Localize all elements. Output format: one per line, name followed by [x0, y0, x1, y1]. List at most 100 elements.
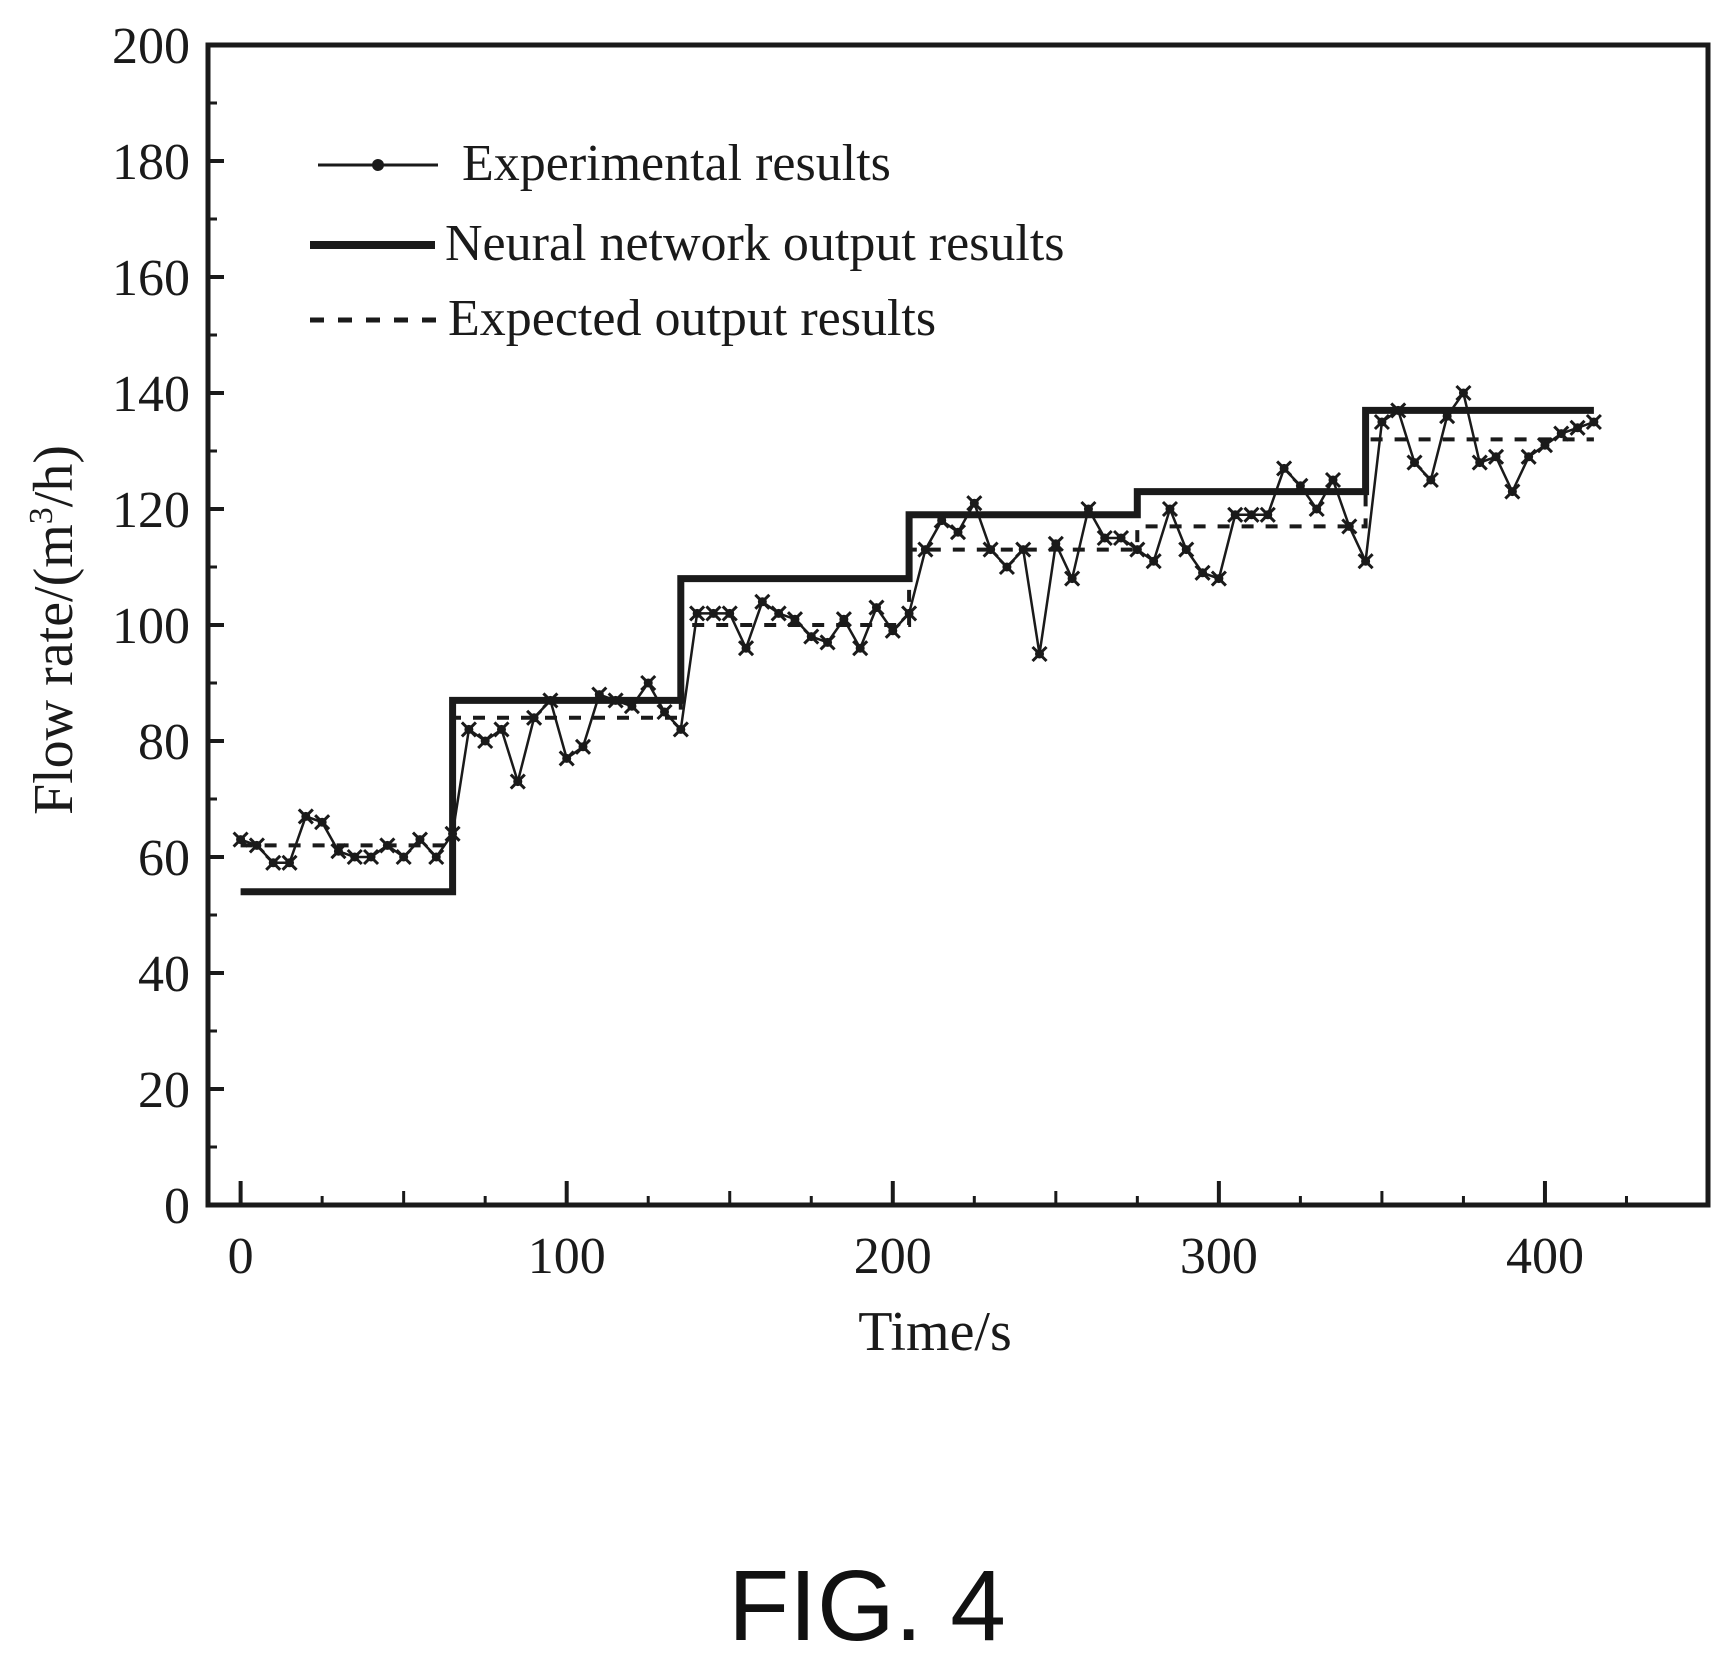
y-tick-label: 180 — [112, 134, 190, 191]
experimental-point — [1194, 564, 1211, 581]
x-tick-label: 0 — [228, 1228, 254, 1285]
experimental-point-dot — [1279, 463, 1289, 473]
experimental-point-dot — [268, 858, 278, 868]
experimental-point — [901, 605, 918, 622]
expected-output-dashed-line — [240, 437, 1594, 848]
experimental-point-dot — [725, 608, 735, 618]
experimental-point-dot — [790, 614, 800, 624]
experimental-point-dot — [904, 608, 914, 618]
experimental-point — [1178, 541, 1195, 558]
y-tick-label: 100 — [112, 598, 190, 655]
experimental-point-dot — [333, 846, 343, 856]
experimental-point — [265, 854, 282, 871]
experimental-point-dot — [1507, 487, 1517, 497]
experimental-point-dot — [366, 852, 376, 862]
experimental-point — [232, 831, 249, 848]
experimental-point — [721, 605, 738, 622]
experimental-point-dot — [1083, 504, 1093, 514]
experimental-point-dot — [806, 632, 816, 642]
experimental-point — [737, 640, 755, 657]
experimental-point — [1504, 483, 1521, 500]
experimental-point-dot — [1426, 475, 1436, 485]
experimental-point-dot — [1295, 481, 1305, 491]
legend-marker-experimental — [372, 159, 384, 171]
experimental-point — [884, 622, 901, 639]
experimental-point — [297, 808, 314, 825]
experimental-point — [966, 495, 983, 512]
experimental-point — [1145, 553, 1162, 570]
chart: 0 20 40 60 80 100 120 140 160 180 200 0 100 200 300 400… — [23, 18, 1711, 1363]
experimental-point — [1096, 529, 1113, 547]
y-tick-label: 0 — [164, 1178, 190, 1235]
experimental-point — [852, 640, 869, 657]
experimental-point-dot — [1018, 545, 1028, 555]
experimental-point — [949, 524, 967, 541]
experimental-point — [346, 848, 363, 866]
experimental-point-dot — [1067, 574, 1077, 584]
experimental-point-dot — [1214, 574, 1224, 584]
experimental-point-dot — [1524, 452, 1534, 462]
experimental-point — [1308, 500, 1325, 518]
x-axis-label: Time/s — [858, 1301, 1012, 1363]
experimental-point-dot — [1246, 510, 1256, 520]
experimental-point — [509, 773, 526, 790]
y-axis-label-main: Flow rate/(m — [23, 524, 85, 815]
legend-label-neural-network: Neural network output results — [445, 215, 1065, 272]
experimental-point — [477, 732, 494, 750]
axis-layer — [205, 42, 1711, 1208]
experimental-point-dot — [920, 545, 930, 555]
y-tick-label: 80 — [138, 714, 190, 771]
experimental-point — [248, 837, 265, 854]
experimental-point-dot — [1344, 521, 1354, 531]
figure-caption: FIG. 4 — [728, 1550, 1006, 1661]
experimental-point-dot — [285, 858, 295, 868]
experimental-point-dot — [839, 614, 849, 624]
experimental-point — [640, 674, 657, 692]
experimental-point — [868, 599, 885, 616]
experimental-point — [281, 854, 298, 871]
y-tick-label: 20 — [138, 1062, 190, 1119]
experimental-point-dot — [627, 701, 637, 711]
experimental-point-dot — [1132, 545, 1142, 555]
experimental-point-dot — [480, 736, 490, 746]
experimental-point — [1324, 471, 1342, 489]
experimental-point-dot — [1540, 440, 1550, 450]
experimental-point-dot — [545, 695, 555, 705]
experimental-point — [542, 692, 559, 709]
experimental-point — [1422, 471, 1439, 489]
experimental-point-dot — [1328, 475, 1338, 485]
experimental-point-dot — [594, 690, 604, 700]
experimental-point-dot — [529, 713, 539, 723]
experimental-point — [705, 605, 722, 622]
experimental-point-dot — [1458, 388, 1468, 398]
x-tick-label: 100 — [528, 1228, 606, 1285]
experimental-point — [1406, 454, 1423, 471]
experimental-point — [1487, 448, 1505, 465]
experimental-point — [1373, 413, 1390, 431]
experimental-point-dot — [1100, 533, 1110, 543]
experimental-point — [1259, 506, 1276, 523]
y-axis-label-unit: /h) — [23, 445, 85, 507]
y-tick-label: 40 — [138, 946, 190, 1003]
experimental-point — [591, 686, 608, 703]
experimental-point-dot — [741, 643, 751, 653]
experimental-point — [982, 541, 999, 558]
experimental-point-dot — [1393, 405, 1403, 415]
experimental-point-dot — [660, 707, 670, 717]
experimental-point-dot — [1442, 411, 1452, 421]
experimental-point — [1585, 413, 1602, 431]
x-tick-label: 200 — [854, 1228, 932, 1285]
experimental-point — [786, 611, 804, 628]
experimental-point — [1569, 419, 1586, 436]
experimental-point — [493, 721, 510, 738]
experimental-point-dot — [1230, 510, 1240, 520]
experimental-point-dot — [643, 678, 653, 688]
experimental-point-dot — [513, 777, 523, 787]
experimental-point — [1341, 518, 1358, 535]
y-tick-label: 120 — [112, 482, 190, 539]
experimental-point — [623, 698, 640, 715]
experimental-point — [379, 837, 396, 854]
experimental-point-dot — [1165, 504, 1175, 514]
experimental-point-dot — [855, 643, 865, 653]
